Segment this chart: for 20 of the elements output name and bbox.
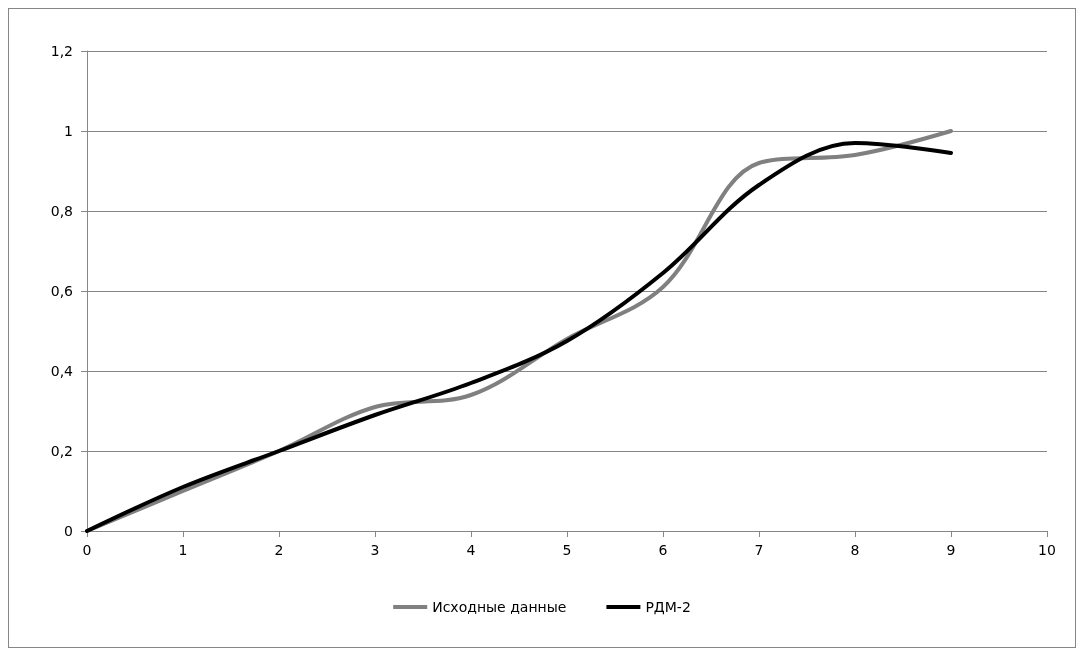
x-tick-label: 3 bbox=[370, 542, 380, 558]
x-tick-label: 9 bbox=[946, 542, 956, 558]
y-tick-label: 0,4 bbox=[50, 363, 74, 379]
x-tick-label: 8 bbox=[850, 542, 860, 558]
y-tick-label: 1 bbox=[64, 123, 73, 139]
x-tick-label: 4 bbox=[466, 542, 476, 558]
x-tick-label: 7 bbox=[754, 542, 764, 558]
y-tick-label: 0 bbox=[64, 523, 73, 539]
x-tick-label: 10 bbox=[1038, 542, 1056, 558]
x-tick-label: 2 bbox=[274, 542, 284, 558]
legend-label: РДМ-2 bbox=[645, 599, 691, 615]
y-tick-label: 0,2 bbox=[50, 443, 73, 459]
x-tick-label: 6 bbox=[658, 542, 668, 558]
x-tick-label: 0 bbox=[82, 542, 92, 558]
x-tick-label: 5 bbox=[562, 542, 572, 558]
x-tick-label: 1 bbox=[178, 542, 188, 558]
y-tick-label: 0,6 bbox=[50, 283, 74, 299]
y-tick-label: 0,8 bbox=[50, 203, 73, 219]
legend-label: Исходные данные bbox=[432, 599, 567, 615]
y-tick-label: 1,2 bbox=[50, 43, 73, 59]
